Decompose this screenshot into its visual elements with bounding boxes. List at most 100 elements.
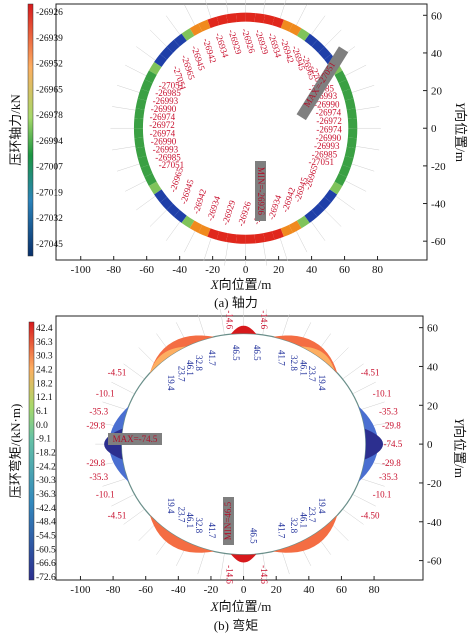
leader-line — [165, 217, 183, 241]
ring-segment — [148, 62, 162, 75]
leader-line — [184, 4, 198, 30]
value-label: -26993 — [153, 96, 179, 106]
leader-line — [112, 145, 140, 151]
colorbar-tick-label: 42.4 — [36, 324, 53, 334]
value-label-negative: -29.8 — [86, 458, 105, 468]
colorbar-tick-label: -66.6 — [36, 559, 56, 569]
ring-segment — [154, 189, 168, 203]
ring-segment — [263, 231, 275, 243]
y-tick-label: 0 — [427, 439, 433, 451]
value-label: -26985 — [312, 149, 338, 159]
ring-segment — [288, 220, 302, 233]
ring-segment — [137, 88, 150, 101]
value-label: -26965 — [302, 163, 320, 191]
ring-segment — [318, 46, 332, 60]
caption-b: (b) 弯矩 — [214, 618, 258, 633]
y-axis-ticks-b: 60 40 20 0 -20 -40 -60 — [419, 323, 442, 568]
leader-line — [184, 227, 198, 253]
colorbar-tick-label: 30.3 — [36, 352, 53, 362]
leader-line — [149, 206, 171, 227]
value-label-positive: 32.8 — [194, 517, 204, 533]
leader-line — [262, 237, 268, 266]
leader-line — [262, 553, 268, 580]
ring-segment — [254, 233, 266, 244]
ring-segment — [272, 16, 284, 29]
moment-bulge — [273, 515, 338, 553]
value-label-negative: -29.8 — [382, 458, 401, 468]
value-label-positive: 41.7 — [207, 350, 217, 366]
y-tick-label: -40 — [431, 199, 446, 211]
ring-segment — [140, 164, 153, 178]
leader-line — [308, 15, 326, 39]
value-labels-b: -14.6 -14.6 -4.51 -10.1 -35.3 -29.8 -29.8 -35.3… — [86, 310, 402, 584]
y-tick-label: 0 — [431, 123, 437, 135]
value-label: -26972 — [149, 120, 175, 130]
ring-segment — [280, 224, 293, 237]
value-label-negative: -14.6 — [224, 565, 234, 584]
ring-segment — [304, 33, 318, 47]
value-label-positive: 46.5 — [231, 345, 241, 361]
ring-segment — [344, 98, 356, 110]
value-label-positive: 41.7 — [276, 350, 286, 366]
leader-line — [123, 508, 145, 525]
ring-segment — [311, 203, 325, 217]
ring-segment — [166, 39, 180, 53]
leader-line — [102, 401, 128, 411]
value-label: -26990 — [151, 137, 177, 147]
y-tick-label: 40 — [431, 48, 443, 60]
x-tick-label: 20 — [271, 584, 283, 596]
colorbar-tick-label: 24.2 — [36, 366, 53, 376]
colorbar-ticks-b: 42.4 36.3 30.3 24.2 18.2 12.1 6.1 0.0 -9.1 -18.2 -… — [36, 324, 56, 583]
value-label-negative: -10.1 — [96, 389, 115, 399]
x-tick-label: -20 — [204, 584, 219, 596]
x-tick-label: 80 — [369, 584, 381, 596]
x-tick-label: -20 — [205, 264, 220, 276]
leader-line — [278, 0, 287, 23]
colorbar-tick-label: -26926 — [36, 8, 63, 18]
value-label-positive: 41.7 — [207, 523, 217, 539]
leader-line — [262, 309, 268, 335]
value-label: -26985 — [155, 88, 181, 98]
value-label-negative: -35.3 — [379, 406, 398, 416]
x-tick-label: 20 — [273, 264, 285, 276]
y-tick-label: -60 — [431, 236, 446, 248]
value-label-positive: 41.7 — [276, 523, 286, 539]
colorbar-tick-label: -27019 — [36, 188, 63, 198]
ring-segment — [160, 46, 174, 60]
colorbar-tick-label: -9.1 — [36, 435, 51, 445]
ring-segment — [189, 220, 203, 233]
leader-line — [341, 64, 367, 79]
ring-segment — [189, 23, 203, 36]
x-tick-label: 0 — [241, 584, 247, 596]
colorbar-tick-label: 6.1 — [36, 407, 48, 417]
colorbar-label-b: 压环弯矩/(kN·m) — [8, 404, 23, 499]
ring-segment — [226, 233, 237, 244]
ring-segment — [144, 70, 157, 84]
leader-line — [352, 494, 376, 507]
leader-line — [220, 309, 225, 335]
leader-line — [262, 0, 266, 19]
ring-segment — [334, 173, 347, 186]
ring-segment — [207, 228, 220, 240]
value-label-positive: 46.1 — [185, 360, 195, 376]
ring-segment — [198, 19, 211, 32]
moment-bulge — [230, 325, 257, 335]
leader-line — [332, 193, 356, 211]
x-tick-label: -40 — [171, 584, 186, 596]
colorbar-tick-label: -18.2 — [36, 449, 56, 459]
value-label-positive: 32.8 — [289, 355, 299, 371]
ring-segment — [318, 196, 332, 210]
value-label-positive: 46.1 — [185, 512, 195, 528]
ring-segment — [135, 146, 147, 159]
value-label: -27051 — [159, 81, 185, 91]
leader-line — [347, 85, 375, 95]
value-label: -26942 — [191, 188, 208, 215]
ring-segment — [329, 181, 343, 195]
leader-line — [116, 85, 144, 95]
leader-line — [294, 227, 308, 253]
x-tick-label: -100 — [71, 264, 92, 276]
ring-segment — [134, 108, 145, 119]
colorbar-tick-label: -24.2 — [36, 462, 56, 472]
value-label: -26990 — [151, 104, 177, 114]
x-axis-ticks-b: -100 -80 -60 -40 -20 0 20 40 60 80 — [70, 576, 380, 596]
